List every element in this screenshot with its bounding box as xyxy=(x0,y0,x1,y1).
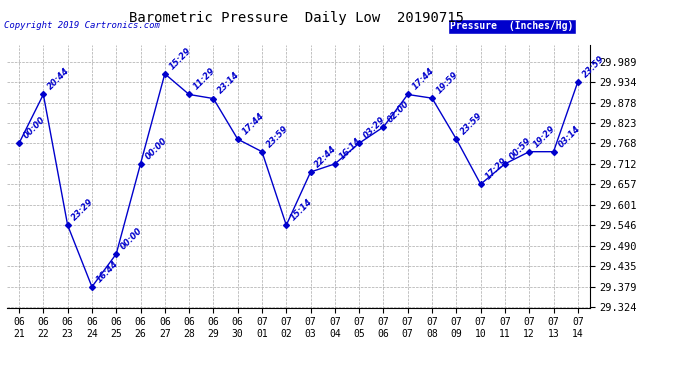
Text: 22:44: 22:44 xyxy=(313,144,339,169)
Text: 23:29: 23:29 xyxy=(70,197,96,222)
Text: 23:59: 23:59 xyxy=(265,123,290,149)
Text: 23:59: 23:59 xyxy=(459,111,484,136)
Text: 00:59: 00:59 xyxy=(508,136,533,161)
Text: 00:00: 00:00 xyxy=(144,136,168,161)
Text: 20:44: 20:44 xyxy=(46,66,72,92)
Text: 02:00: 02:00 xyxy=(386,99,412,124)
Text: 03:14: 03:14 xyxy=(556,123,582,149)
Text: 03:29: 03:29 xyxy=(362,115,387,140)
Text: 15:14: 15:14 xyxy=(289,197,315,222)
Text: 19:59: 19:59 xyxy=(435,70,460,95)
Text: 17:29: 17:29 xyxy=(484,156,509,182)
Text: 11:29: 11:29 xyxy=(192,66,217,92)
Text: 00:00: 00:00 xyxy=(119,226,144,251)
Text: 17:44: 17:44 xyxy=(411,66,436,92)
Text: 15:29: 15:29 xyxy=(168,46,193,71)
Text: 00:00: 00:00 xyxy=(22,115,47,140)
Text: Pressure  (Inches/Hg): Pressure (Inches/Hg) xyxy=(450,21,573,32)
Text: 16:14: 16:14 xyxy=(337,136,363,161)
Text: 23:59: 23:59 xyxy=(580,54,606,79)
Text: 23:14: 23:14 xyxy=(216,70,241,96)
Text: Copyright 2019 Cartronics.com: Copyright 2019 Cartronics.com xyxy=(4,21,160,30)
Text: 19:29: 19:29 xyxy=(532,123,558,149)
Text: 17:44: 17:44 xyxy=(241,111,266,136)
Text: Barometric Pressure  Daily Low  20190715: Barometric Pressure Daily Low 20190715 xyxy=(129,11,464,25)
Text: 16:44: 16:44 xyxy=(95,259,120,284)
